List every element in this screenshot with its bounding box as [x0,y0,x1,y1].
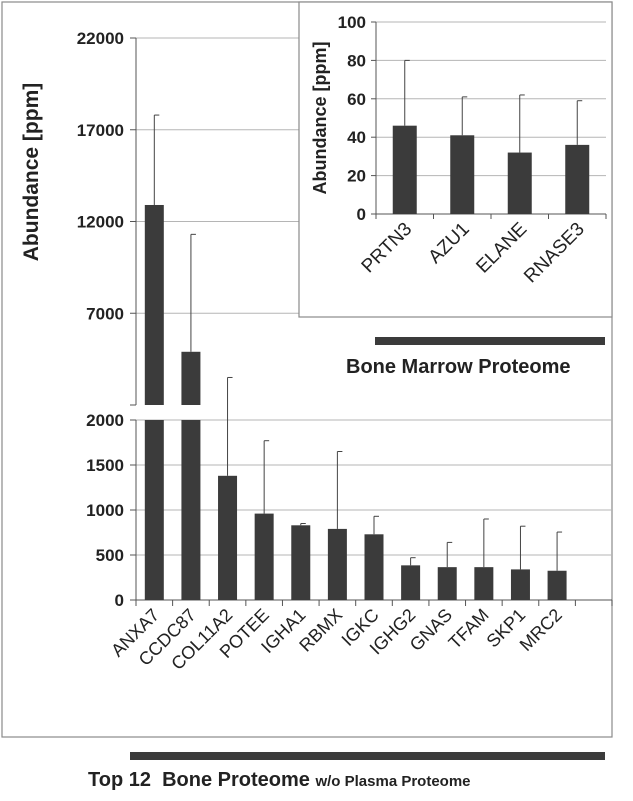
main-bar-upper-CCDC87 [181,351,201,405]
main-bar-lower-ANXA7 [144,420,164,600]
main-y-tick-label: 2000 [86,411,124,430]
main-y-tick-label: 7000 [86,304,124,323]
main-x-tick-labels: ANXA7CCDC87COL11A2POTEEIGHA1RBMXIGKCIGHG… [107,605,566,674]
inset-bar-ELANE [507,152,532,214]
bone-marrow-caption: Bone Marrow Proteome [346,356,571,378]
main-bar-MRC2 [547,570,567,600]
main-bar-RBMX [327,528,347,600]
main-bar-upper-ANXA7 [144,204,164,405]
main-bar-GNAS [437,567,457,600]
main-y-tick-label: 1500 [86,456,124,475]
main-y-tick-label: 500 [96,546,124,565]
inset-bars [392,59,590,214]
main-bar-IGHG2 [401,565,421,600]
inset-y-tick-label: 60 [347,90,366,109]
main-bar-COL11A2 [218,475,238,600]
inset-bar-RNASE3 [565,144,590,214]
main-y-tick-label: 17000 [77,121,124,140]
inset-y-tick-label: 20 [347,167,366,186]
inset-y-axis: 0 20 40 60 80 100 [338,13,607,224]
main-y-axis-label: Abundance [ppm] [20,83,43,262]
inset-bar-AZU1 [450,135,475,214]
main-bars [144,114,567,600]
main-x-tick-label: GNAS [406,605,456,655]
main-bar-POTEE [254,513,274,600]
top12-caption-suffix: w/o Plasma Proteome [315,773,471,790]
top12-caption-main: Top 12 Bone Proteome [88,769,310,791]
main-bar-IGKC [364,534,384,600]
inset-y-tick-label: 100 [338,13,366,32]
main-bar-SKP1 [510,569,530,600]
bone-marrow-caption-bar [375,337,605,345]
main-y-tick-label: 12000 [77,213,124,232]
main-x-tick-label: TFAM [445,605,493,653]
main-y-axis: 0 500 1000 1500 2000 7000 12000 17000 22000 [77,29,613,610]
inset-y-tick-label: 80 [347,51,366,70]
top12-caption-bar [130,752,605,760]
main-bar-lower-CCDC87 [181,420,201,600]
top12-caption: Top 12 Bone Proteome w/o Plasma Proteome [88,769,471,792]
main-bar-IGHA1 [291,525,311,600]
inset-bar-PRTN3 [392,125,417,214]
inset-y-tick-label: 0 [357,205,366,224]
inset-y-axis-label: Abundance [ppm] [310,42,330,195]
main-y-tick-label: 0 [115,591,124,610]
main-y-tick-label: 1000 [86,501,124,520]
main-x-tick-label: MRC2 [516,605,566,655]
main-bar-TFAM [474,567,494,600]
main-y-tick-label: 22000 [77,29,124,48]
inset-y-tick-label: 40 [347,128,366,147]
